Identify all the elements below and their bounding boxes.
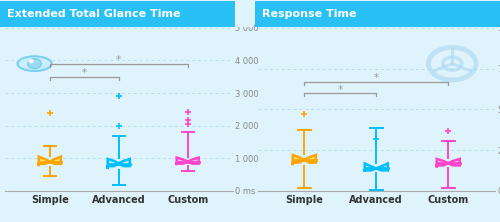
- Polygon shape: [436, 159, 460, 167]
- Text: *: *: [82, 69, 87, 79]
- Text: *: *: [374, 73, 379, 83]
- Polygon shape: [39, 157, 61, 166]
- Circle shape: [28, 59, 42, 69]
- Polygon shape: [364, 164, 388, 172]
- Polygon shape: [108, 159, 130, 169]
- Polygon shape: [176, 158, 199, 165]
- Ellipse shape: [18, 56, 51, 71]
- Polygon shape: [293, 155, 316, 165]
- Text: *: *: [338, 85, 343, 95]
- Text: *: *: [116, 56, 121, 65]
- Text: Extended Total Glance Time: Extended Total Glance Time: [7, 9, 180, 19]
- Circle shape: [28, 59, 34, 63]
- Text: Response Time: Response Time: [262, 9, 357, 19]
